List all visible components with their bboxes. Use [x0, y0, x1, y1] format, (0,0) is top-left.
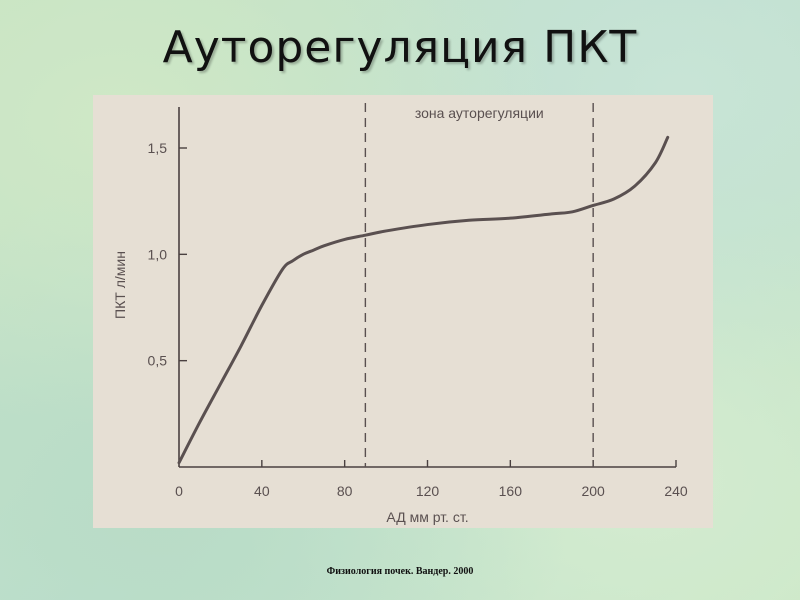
x-axis-label: АД мм рт. ст. — [386, 509, 468, 525]
chart-labels: 0 40 80 120 160 200 240 0,5 1,0 1,5 зона ауторегул… — [112, 105, 688, 525]
x-tick-label: 0 — [175, 483, 183, 499]
y-axis-label: ПКТ л/мин — [112, 251, 128, 319]
axes — [178, 107, 676, 468]
x-tick-label: 200 — [581, 483, 605, 499]
series-group — [177, 135, 670, 465]
y-tick-label: 1,0 — [148, 246, 168, 262]
series-line-0 — [177, 135, 670, 465]
source-caption: Физиология почек. Вандер. 2000 — [326, 566, 474, 577]
y-tick-label: 1,5 — [148, 140, 168, 156]
x-tick-label: 80 — [337, 483, 353, 499]
x-tick-label: 160 — [499, 483, 523, 499]
page-title: Ауторегуляция ПКТ — [162, 22, 638, 73]
x-tick-label: 240 — [664, 483, 688, 499]
tick-marks — [179, 147, 677, 467]
y-tick-label: 0,5 — [148, 353, 168, 369]
chart-panel: 0 40 80 120 160 200 240 0,5 1,0 1,5 зона ауторегул… — [93, 95, 713, 528]
zone-label: зона ауторегуляции — [415, 105, 544, 121]
autoregulation-zone-guides — [364, 103, 594, 467]
autoregulation-chart: 0 40 80 120 160 200 240 0,5 1,0 1,5 зона ауторегул… — [112, 103, 688, 525]
x-tick-label: 120 — [416, 483, 440, 499]
x-tick-label: 40 — [254, 483, 270, 499]
